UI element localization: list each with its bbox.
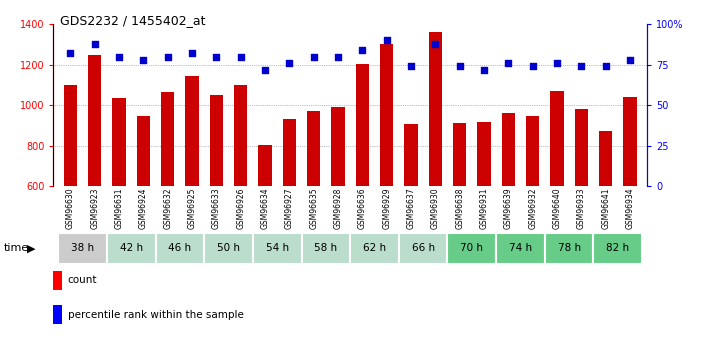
Bar xyxy=(107,233,156,264)
Text: 82 h: 82 h xyxy=(606,244,629,253)
Bar xyxy=(234,85,247,186)
Bar xyxy=(545,233,594,264)
Bar xyxy=(161,92,174,186)
Bar xyxy=(112,98,126,186)
Text: 62 h: 62 h xyxy=(363,244,386,253)
Bar xyxy=(301,233,350,264)
Text: 66 h: 66 h xyxy=(412,244,434,253)
Text: percentile rank within the sample: percentile rank within the sample xyxy=(68,310,243,320)
Bar xyxy=(186,76,198,186)
Point xyxy=(332,54,343,59)
Bar xyxy=(58,233,107,264)
Bar xyxy=(550,91,564,186)
Point xyxy=(308,54,319,59)
Text: time: time xyxy=(4,244,29,253)
Bar xyxy=(258,145,272,186)
Text: ▶: ▶ xyxy=(27,244,36,253)
Bar xyxy=(88,55,102,186)
Bar xyxy=(624,97,636,186)
Point xyxy=(65,51,76,56)
Bar xyxy=(399,233,447,264)
Point xyxy=(357,47,368,53)
Text: 42 h: 42 h xyxy=(119,244,143,253)
Point xyxy=(89,41,100,46)
Point xyxy=(576,63,587,69)
Text: 70 h: 70 h xyxy=(460,244,483,253)
Point xyxy=(260,67,271,72)
Text: 38 h: 38 h xyxy=(71,244,94,253)
Text: GDS2232 / 1455402_at: GDS2232 / 1455402_at xyxy=(60,14,206,27)
Point xyxy=(479,67,490,72)
Point xyxy=(235,54,247,59)
Point xyxy=(210,54,222,59)
Bar xyxy=(447,233,496,264)
Bar xyxy=(599,130,612,186)
Bar xyxy=(307,111,321,186)
Bar xyxy=(156,233,204,264)
Text: 74 h: 74 h xyxy=(509,244,532,253)
Bar xyxy=(331,107,345,186)
Bar xyxy=(210,95,223,186)
Point xyxy=(405,63,417,69)
Point xyxy=(284,60,295,66)
Point xyxy=(527,63,538,69)
Bar xyxy=(405,125,417,186)
Bar xyxy=(204,233,253,264)
Bar xyxy=(380,45,393,186)
Point xyxy=(162,54,173,59)
Bar xyxy=(496,233,545,264)
Point xyxy=(600,63,611,69)
Point xyxy=(429,41,441,46)
Point xyxy=(138,57,149,62)
Text: count: count xyxy=(68,275,97,285)
Bar xyxy=(283,119,296,186)
Bar xyxy=(253,233,301,264)
Bar xyxy=(453,124,466,186)
Bar xyxy=(351,233,399,264)
Point xyxy=(551,60,562,66)
Point xyxy=(113,54,124,59)
Point xyxy=(624,57,636,62)
Bar xyxy=(526,116,540,186)
Point xyxy=(381,38,392,43)
Bar xyxy=(429,32,442,186)
Text: 54 h: 54 h xyxy=(266,244,289,253)
Text: 78 h: 78 h xyxy=(557,244,581,253)
Point xyxy=(503,60,514,66)
Bar xyxy=(477,122,491,186)
Point xyxy=(186,51,198,56)
Bar xyxy=(594,233,642,264)
Text: 50 h: 50 h xyxy=(217,244,240,253)
Point xyxy=(454,63,465,69)
Bar xyxy=(574,109,588,186)
Text: 46 h: 46 h xyxy=(169,244,191,253)
Bar xyxy=(356,64,369,186)
Bar xyxy=(502,113,515,186)
Text: 58 h: 58 h xyxy=(314,244,338,253)
Bar xyxy=(137,116,150,186)
Bar xyxy=(64,85,77,186)
